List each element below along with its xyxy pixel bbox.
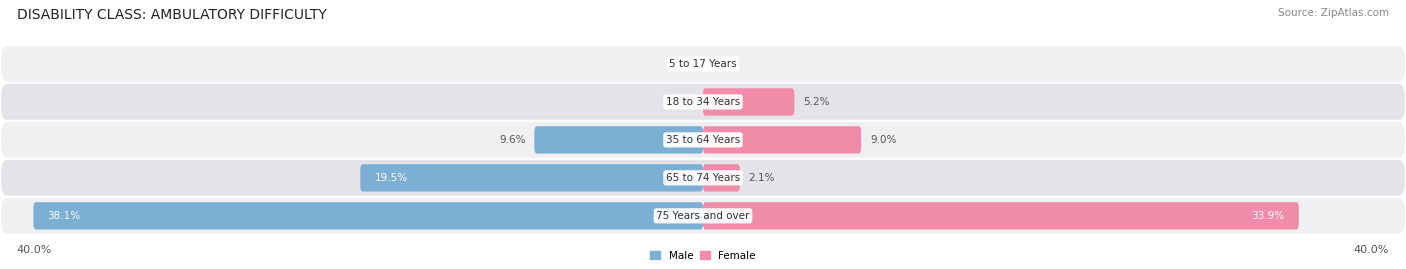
- Text: 35 to 64 Years: 35 to 64 Years: [666, 135, 740, 145]
- Text: 40.0%: 40.0%: [1354, 245, 1389, 255]
- Text: 0.0%: 0.0%: [668, 59, 695, 69]
- Legend: Male, Female: Male, Female: [650, 251, 756, 261]
- Text: 18 to 34 Years: 18 to 34 Years: [666, 97, 740, 107]
- Text: 5.2%: 5.2%: [803, 97, 830, 107]
- FancyBboxPatch shape: [703, 164, 740, 192]
- FancyBboxPatch shape: [703, 126, 860, 154]
- Text: 9.0%: 9.0%: [870, 135, 897, 145]
- Text: 9.6%: 9.6%: [499, 135, 526, 145]
- FancyBboxPatch shape: [360, 164, 703, 192]
- Text: 40.0%: 40.0%: [17, 245, 52, 255]
- Text: 65 to 74 Years: 65 to 74 Years: [666, 173, 740, 183]
- Text: Source: ZipAtlas.com: Source: ZipAtlas.com: [1278, 8, 1389, 18]
- FancyBboxPatch shape: [0, 197, 1406, 235]
- FancyBboxPatch shape: [534, 126, 703, 154]
- Text: 2.1%: 2.1%: [749, 173, 775, 183]
- Text: 0.0%: 0.0%: [711, 59, 738, 69]
- Text: 75 Years and over: 75 Years and over: [657, 211, 749, 221]
- FancyBboxPatch shape: [0, 159, 1406, 197]
- FancyBboxPatch shape: [0, 121, 1406, 159]
- FancyBboxPatch shape: [0, 83, 1406, 121]
- FancyBboxPatch shape: [703, 88, 794, 116]
- Text: DISABILITY CLASS: AMBULATORY DIFFICULTY: DISABILITY CLASS: AMBULATORY DIFFICULTY: [17, 8, 326, 22]
- FancyBboxPatch shape: [34, 202, 703, 229]
- Text: 33.9%: 33.9%: [1251, 211, 1285, 221]
- Text: 0.0%: 0.0%: [668, 97, 695, 107]
- Text: 5 to 17 Years: 5 to 17 Years: [669, 59, 737, 69]
- FancyBboxPatch shape: [703, 202, 1299, 229]
- Text: 38.1%: 38.1%: [48, 211, 80, 221]
- FancyBboxPatch shape: [0, 45, 1406, 83]
- Text: 19.5%: 19.5%: [374, 173, 408, 183]
